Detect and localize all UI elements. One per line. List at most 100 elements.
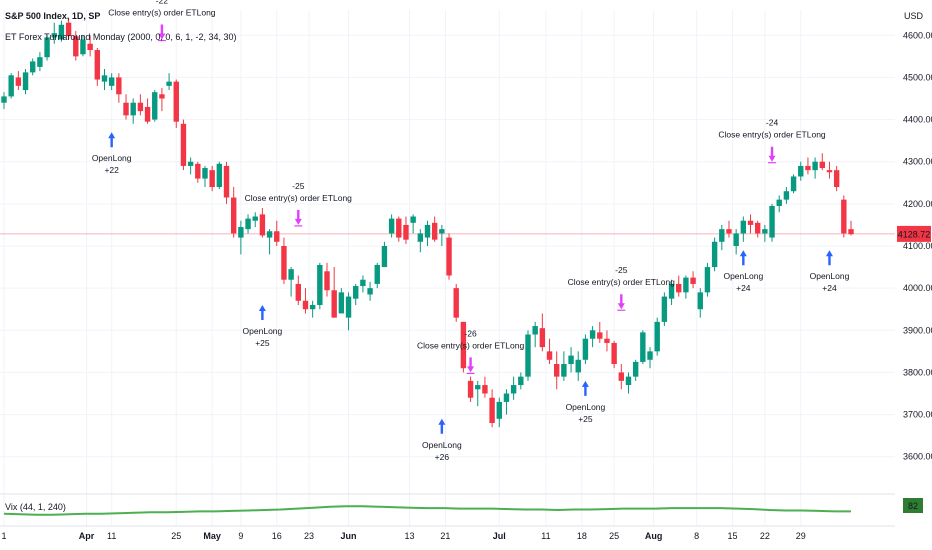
candle-down	[331, 290, 337, 318]
y-tick-label: 4400.00	[903, 115, 932, 125]
candle-down	[144, 106, 151, 122]
candle-down	[230, 197, 237, 234]
exit-label: Close entry(s) order ETLong	[568, 277, 676, 287]
candle-up	[475, 385, 481, 390]
x-tick-label: 15	[728, 531, 738, 541]
indicator-label[interactable]: ET Forex Turnaround Monday (2000, 0, 0, …	[5, 32, 236, 42]
candle-down	[805, 165, 811, 171]
vix-line	[3, 505, 851, 516]
candle-down	[841, 199, 847, 234]
y-tick-label: 3600.00	[903, 452, 932, 462]
candle-down	[446, 237, 452, 276]
x-tick-label: 1	[1, 531, 6, 541]
candle-up	[683, 277, 689, 293]
exit-label: Close entry(s) order ETLong	[718, 130, 826, 140]
vix-value-label: 82	[908, 501, 918, 511]
entry-arrow-icon	[108, 132, 116, 148]
candle-down	[94, 50, 101, 80]
candle-down	[65, 22, 72, 37]
candle-up	[58, 24, 65, 40]
candle-down	[611, 342, 617, 364]
candle-down	[453, 288, 459, 318]
x-tick-label: 9	[238, 531, 243, 541]
candle-up	[80, 39, 86, 55]
candle-down	[180, 123, 187, 166]
entry-qty: +26	[435, 452, 450, 462]
candle-up	[44, 37, 50, 58]
candle-up	[776, 199, 782, 206]
candle-down	[690, 277, 696, 284]
y-tick-label: 3700.00	[903, 410, 932, 420]
x-tick-label: 23	[304, 531, 314, 541]
candle-down	[676, 283, 682, 293]
entry-label: OpenLong	[243, 326, 283, 336]
x-tick-label: Apr	[79, 531, 95, 541]
entry-qty: +25	[255, 338, 270, 348]
candle-up	[582, 338, 589, 360]
candle-up	[790, 176, 797, 192]
y-tick-label: 4600.00	[903, 30, 932, 40]
candle-up	[697, 292, 703, 310]
candle-down	[295, 283, 301, 301]
candle-up	[245, 218, 251, 230]
x-tick-label: 13	[405, 531, 415, 541]
candle-up	[424, 224, 431, 238]
candle-up	[252, 216, 258, 221]
candle-up	[238, 227, 244, 238]
x-tick-label: 11	[107, 531, 116, 541]
candle-up	[568, 355, 574, 364]
candle-up	[496, 401, 502, 419]
vix-label[interactable]: Vix (44, 1, 240)	[5, 502, 66, 512]
y-tick-label: 3800.00	[903, 367, 932, 377]
x-tick-label: May	[203, 531, 221, 541]
x-tick-label: Jul	[493, 531, 506, 541]
candle-down	[137, 102, 144, 112]
candle-up	[202, 168, 208, 179]
candle-down	[173, 81, 179, 122]
candle-down	[833, 170, 840, 187]
candle-down	[195, 163, 201, 179]
candle-up	[353, 286, 359, 299]
y-tick-label: 4200.00	[903, 199, 932, 209]
chart-title: S&P 500 Index, 1D, SP	[5, 11, 100, 21]
x-tick-label: 29	[796, 531, 806, 541]
candle-up	[762, 229, 768, 234]
candle-down	[554, 364, 560, 377]
exit-arrow-icon	[294, 209, 302, 225]
candle-down	[274, 231, 280, 242]
entry-label: OpenLong	[566, 402, 606, 412]
candle-down	[489, 397, 495, 423]
candle-up	[187, 161, 194, 166]
time-axis[interactable]: 1 Apr 11 25 May 9 16 23 Jun 13 21 Jul 11 18 25 Aug 8 15 22…	[0, 525, 895, 541]
candle-up	[166, 81, 172, 86]
candle-up	[503, 393, 510, 402]
entry-label: OpenLong	[422, 440, 462, 450]
candle-down	[597, 332, 603, 339]
price-axis[interactable]: 4600.00 4500.00 4400.00 4300.00 4200.00 4100.…	[895, 0, 932, 550]
candle-up	[769, 205, 775, 238]
candle-up	[661, 296, 668, 322]
entry-arrow-icon	[438, 418, 446, 434]
candle-up	[704, 267, 711, 293]
candle-up	[654, 321, 660, 352]
candle-down	[73, 36, 79, 57]
candle-down	[159, 94, 165, 99]
entry-qty: +24	[822, 283, 837, 293]
candle-down	[604, 338, 610, 343]
candle-up	[783, 191, 790, 200]
last-price-label: 4128.72	[898, 229, 931, 239]
candle-down	[819, 161, 825, 169]
candle-down	[539, 328, 546, 348]
exit-qty: -22	[156, 0, 169, 6]
candle-up	[561, 364, 567, 377]
x-tick-label: 25	[171, 531, 181, 541]
candle-up	[647, 351, 653, 360]
candle-up	[417, 233, 424, 242]
currency-label: USD	[904, 11, 924, 21]
candle-down	[726, 229, 732, 234]
candle-up	[798, 165, 804, 177]
candle-up	[8, 75, 14, 97]
candles	[1, 18, 854, 428]
